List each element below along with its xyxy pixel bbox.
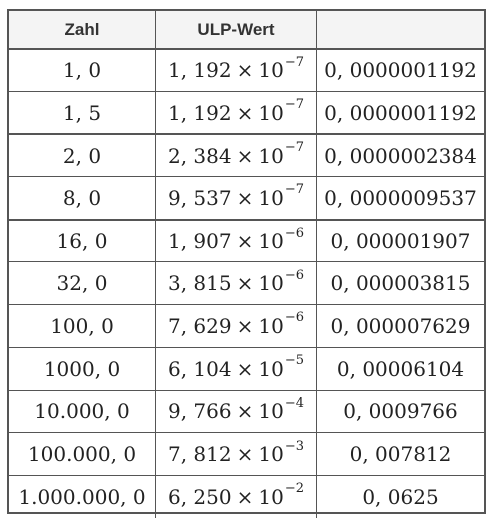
table-row: 1.000.000, 0 6, 250 × 10 −2 0, 0625 bbox=[9, 474, 484, 518]
times-sign: × bbox=[236, 484, 254, 509]
cell-ulp-wert: 3, 815 × 10 −6 bbox=[155, 262, 316, 305]
cell-ulp-wert: 1, 192 × 10 −7 bbox=[155, 91, 316, 134]
cell-decimal: 0, 0000002384 bbox=[316, 135, 484, 177]
ulp-base: 10 bbox=[258, 399, 284, 424]
ulp-mantissa: 1, 192 bbox=[167, 100, 232, 125]
times-sign: × bbox=[236, 100, 254, 125]
cell-ulp-wert: 7, 629 × 10 −6 bbox=[155, 305, 316, 347]
cell-decimal: 0, 0000009537 bbox=[316, 177, 484, 219]
cell-decimal: 0, 000003815 bbox=[316, 262, 484, 305]
cell-decimal: 0, 00006104 bbox=[316, 347, 484, 390]
ulp-exponent: −3 bbox=[284, 438, 304, 454]
cell-decimal: 0, 000007629 bbox=[316, 305, 484, 347]
ulp-mantissa: 9, 766 bbox=[167, 399, 232, 424]
table-body: 1, 0 1, 192 × 10 −7 0, 0000001192 1, 5 1, 192 × 1… bbox=[9, 48, 484, 518]
cell-ulp-wert: 6, 104 × 10 −5 bbox=[155, 347, 316, 390]
ulp-mantissa: 2, 384 bbox=[167, 143, 232, 168]
times-sign: × bbox=[236, 229, 254, 254]
times-sign: × bbox=[236, 356, 254, 381]
ulp-base: 10 bbox=[258, 143, 284, 168]
cell-zahl: 100, 0 bbox=[50, 313, 114, 338]
ulp-mantissa: 6, 104 bbox=[167, 356, 232, 381]
ulp-mantissa: 6, 250 bbox=[167, 484, 232, 509]
ulp-exponent: −7 bbox=[284, 182, 304, 198]
ulp-exponent: −7 bbox=[284, 97, 304, 113]
times-sign: × bbox=[236, 143, 254, 168]
ulp-exponent: −4 bbox=[284, 395, 304, 411]
ulp-mantissa: 1, 907 bbox=[167, 229, 232, 254]
ulp-base: 10 bbox=[258, 185, 284, 210]
ulp-exponent: −5 bbox=[284, 353, 304, 369]
cell-ulp-wert: 9, 537 × 10 −7 bbox=[155, 177, 316, 219]
times-sign: × bbox=[236, 399, 254, 424]
cell-decimal: 0, 0625 bbox=[316, 475, 484, 518]
cell-ulp-wert: 7, 812 × 10 −3 bbox=[155, 433, 316, 475]
cell-ulp-wert: 6, 250 × 10 −2 bbox=[155, 475, 316, 518]
cell-zahl: 8, 0 bbox=[62, 185, 102, 210]
ulp-mantissa: 3, 815 bbox=[167, 271, 232, 296]
cell-decimal: 0, 007812 bbox=[316, 433, 484, 475]
table-row: 32, 0 3, 815 × 10 −6 0, 000003815 bbox=[9, 261, 484, 305]
ulp-exponent: −6 bbox=[284, 267, 304, 283]
ulp-exponent: −6 bbox=[284, 225, 304, 241]
ulp-base: 10 bbox=[258, 313, 284, 338]
table-row: 2, 0 2, 384 × 10 −7 0, 0000002384 bbox=[9, 133, 484, 177]
cell-zahl: 10.000, 0 bbox=[34, 399, 130, 424]
table-row: 10.000, 0 9, 766 × 10 −4 0, 0009766 bbox=[9, 389, 484, 433]
cell-ulp-wert: 1, 907 × 10 −6 bbox=[155, 220, 316, 262]
ulp-mantissa: 7, 629 bbox=[167, 313, 232, 338]
cell-zahl: 32, 0 bbox=[56, 271, 108, 296]
table-header-row: Zahl ULP-Wert bbox=[9, 11, 484, 48]
cell-zahl: 1, 5 bbox=[62, 100, 102, 125]
table-row: 1, 5 1, 192 × 10 −7 0, 0000001192 bbox=[9, 90, 484, 134]
header-ulp-wert: ULP-Wert bbox=[155, 11, 316, 48]
ulp-exponent: −2 bbox=[284, 481, 304, 497]
cell-ulp-wert: 9, 766 × 10 −4 bbox=[155, 390, 316, 433]
cell-decimal: 0, 000001907 bbox=[316, 220, 484, 262]
cell-zahl: 1000, 0 bbox=[43, 356, 121, 381]
ulp-exponent: −7 bbox=[284, 54, 304, 70]
ulp-base: 10 bbox=[258, 100, 284, 125]
table-row: 1, 0 1, 192 × 10 −7 0, 0000001192 bbox=[9, 48, 484, 91]
ulp-base: 10 bbox=[258, 58, 284, 83]
cell-ulp-wert: 1, 192 × 10 −7 bbox=[155, 50, 316, 91]
cell-zahl: 1, 0 bbox=[62, 58, 102, 83]
ulp-base: 10 bbox=[258, 229, 284, 254]
cell-zahl: 1.000.000, 0 bbox=[18, 484, 146, 509]
times-sign: × bbox=[236, 58, 254, 83]
cell-decimal: 0, 0009766 bbox=[316, 390, 484, 433]
times-sign: × bbox=[236, 271, 254, 296]
cell-zahl: 2, 0 bbox=[62, 143, 102, 168]
header-zahl: Zahl bbox=[64, 19, 100, 39]
cell-zahl: 100.000, 0 bbox=[27, 442, 137, 467]
cell-ulp-wert: 2, 384 × 10 −7 bbox=[155, 135, 316, 177]
times-sign: × bbox=[236, 442, 254, 467]
header-decimal bbox=[316, 11, 484, 48]
cell-decimal: 0, 0000001192 bbox=[316, 91, 484, 134]
ulp-base: 10 bbox=[258, 271, 284, 296]
table-row: 16, 0 1, 907 × 10 −6 0, 000001907 bbox=[9, 218, 484, 262]
ulp-exponent: −6 bbox=[284, 310, 304, 326]
ulp-exponent: −7 bbox=[284, 140, 304, 156]
ulp-table: Zahl ULP-Wert 1, 0 1, 192 × 10 −7 0, 00000011… bbox=[7, 9, 486, 518]
ulp-base: 10 bbox=[258, 484, 284, 509]
ulp-base: 10 bbox=[258, 442, 284, 467]
times-sign: × bbox=[236, 313, 254, 338]
ulp-mantissa: 9, 537 bbox=[167, 185, 232, 210]
ulp-base: 10 bbox=[258, 356, 284, 381]
times-sign: × bbox=[236, 185, 254, 210]
ulp-mantissa: 7, 812 bbox=[167, 442, 232, 467]
cell-zahl: 16, 0 bbox=[56, 229, 108, 254]
cell-decimal: 0, 0000001192 bbox=[316, 50, 484, 91]
ulp-mantissa: 1, 192 bbox=[167, 58, 232, 83]
table-row: 100.000, 0 7, 812 × 10 −3 0, 007812 bbox=[9, 432, 484, 475]
table-row: 1000, 0 6, 104 × 10 −5 0, 00006104 bbox=[9, 346, 484, 390]
table-row: 100, 0 7, 629 × 10 −6 0, 000007629 bbox=[9, 304, 484, 347]
table-row: 8, 0 9, 537 × 10 −7 0, 0000009537 bbox=[9, 176, 484, 219]
